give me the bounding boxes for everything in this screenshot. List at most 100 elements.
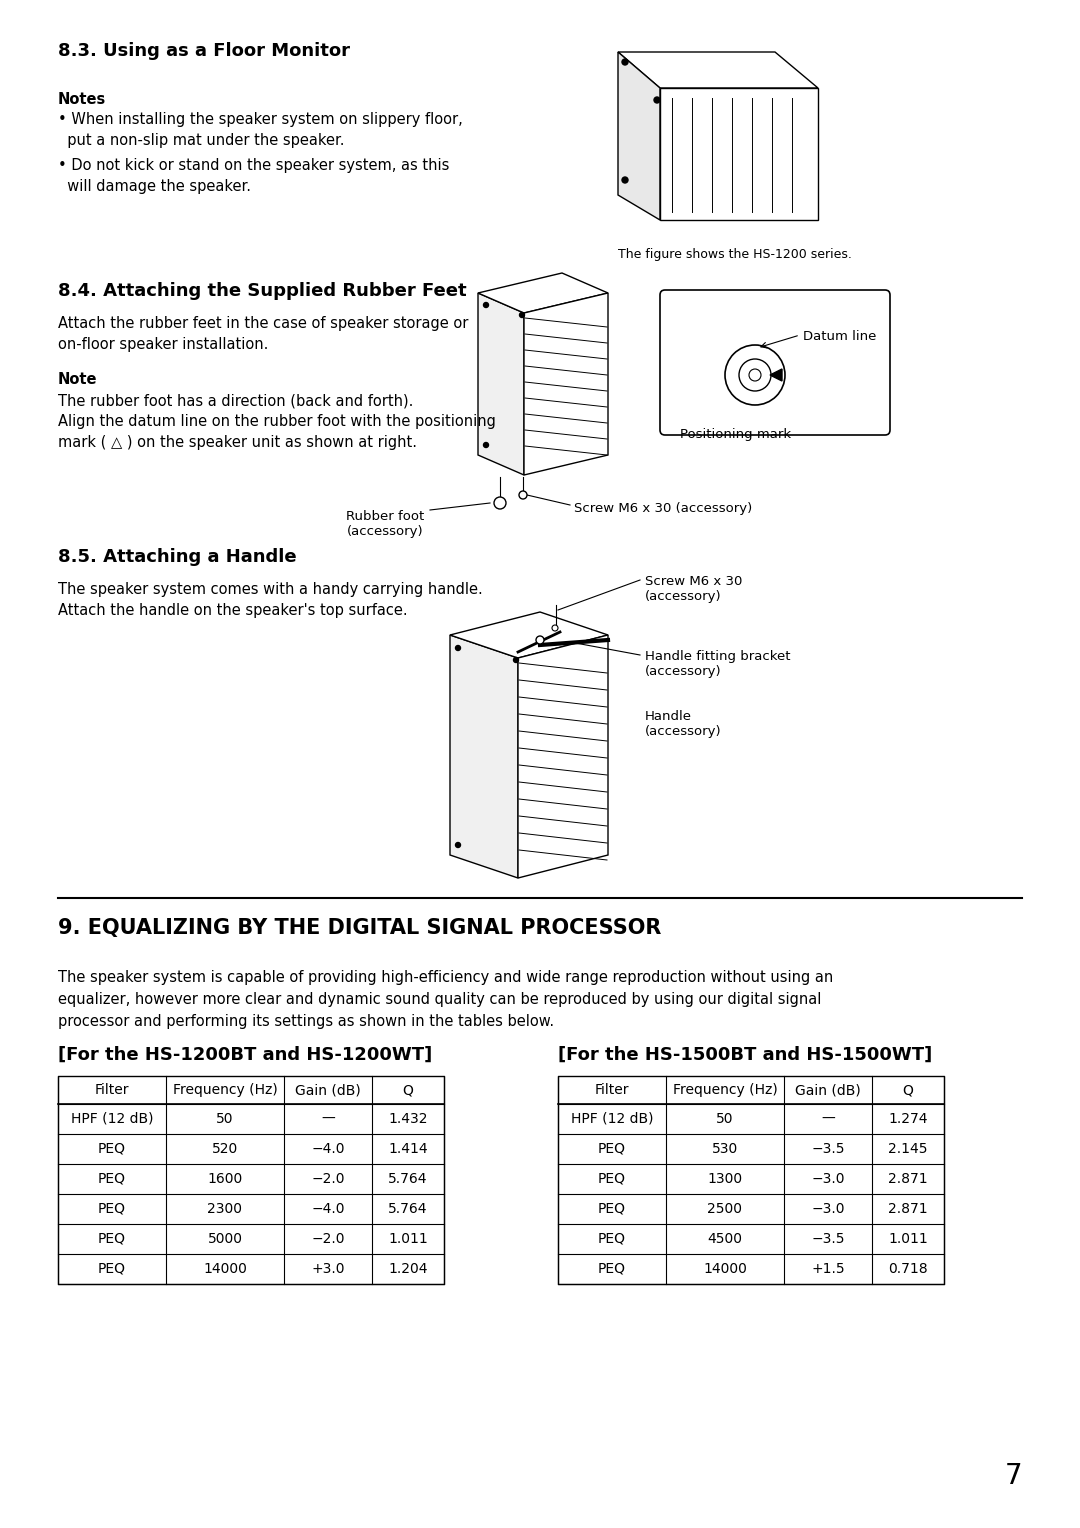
Text: PEQ: PEQ <box>598 1141 626 1157</box>
Bar <box>558 1076 944 1284</box>
Text: —: — <box>821 1112 835 1126</box>
Circle shape <box>750 368 761 380</box>
Circle shape <box>484 303 488 307</box>
Text: Positioning mark: Positioning mark <box>680 428 792 442</box>
Text: —: — <box>321 1112 335 1126</box>
Polygon shape <box>450 613 608 659</box>
Text: 5.764: 5.764 <box>388 1203 428 1216</box>
Polygon shape <box>618 52 818 89</box>
Text: The speaker system comes with a handy carrying handle.
Attach the handle on the : The speaker system comes with a handy ca… <box>58 582 483 617</box>
Text: 9. EQUALIZING BY THE DIGITAL SIGNAL PROCESSOR: 9. EQUALIZING BY THE DIGITAL SIGNAL PROC… <box>58 918 661 938</box>
Text: 5000: 5000 <box>207 1232 243 1245</box>
Circle shape <box>622 60 627 66</box>
Circle shape <box>519 490 527 500</box>
Text: 2500: 2500 <box>707 1203 743 1216</box>
Text: 1.204: 1.204 <box>388 1262 428 1276</box>
Text: 4500: 4500 <box>707 1232 743 1245</box>
Text: 1.011: 1.011 <box>388 1232 428 1245</box>
Circle shape <box>622 177 627 183</box>
Text: 530: 530 <box>712 1141 738 1157</box>
Text: 5.764: 5.764 <box>388 1172 428 1186</box>
Text: −4.0: −4.0 <box>311 1141 345 1157</box>
Text: • Do not kick or stand on the speaker system, as this
  will damage the speaker.: • Do not kick or stand on the speaker sy… <box>58 157 449 194</box>
Text: Attach the rubber feet in the case of speaker storage or
on-floor speaker instal: Attach the rubber feet in the case of sp… <box>58 316 469 351</box>
Text: PEQ: PEQ <box>98 1141 126 1157</box>
FancyBboxPatch shape <box>660 290 890 435</box>
Polygon shape <box>618 52 660 220</box>
Text: PEQ: PEQ <box>98 1232 126 1245</box>
Text: The figure shows the HS-1200 series.: The figure shows the HS-1200 series. <box>618 248 852 261</box>
Text: PEQ: PEQ <box>598 1262 626 1276</box>
Text: Frequency (Hz): Frequency (Hz) <box>673 1083 778 1097</box>
Text: −3.0: −3.0 <box>811 1172 845 1186</box>
Text: 2.145: 2.145 <box>888 1141 928 1157</box>
Text: −3.0: −3.0 <box>811 1203 845 1216</box>
Bar <box>58 1076 444 1284</box>
Text: −2.0: −2.0 <box>311 1172 345 1186</box>
Text: Note: Note <box>58 371 97 387</box>
Text: −3.5: −3.5 <box>811 1141 845 1157</box>
Text: PEQ: PEQ <box>598 1232 626 1245</box>
Text: 1300: 1300 <box>707 1172 743 1186</box>
Text: HPF (12 dB): HPF (12 dB) <box>71 1112 153 1126</box>
Text: 2300: 2300 <box>207 1203 243 1216</box>
Text: Screw M6 x 30 (accessory): Screw M6 x 30 (accessory) <box>573 503 753 515</box>
Text: The rubber foot has a direction (back and forth).
Align the datum line on the ru: The rubber foot has a direction (back an… <box>58 393 496 451</box>
Text: The speaker system is capable of providing high-efficiency and wide range reprod: The speaker system is capable of providi… <box>58 970 834 1030</box>
Text: 1.011: 1.011 <box>888 1232 928 1245</box>
Text: 520: 520 <box>212 1141 238 1157</box>
Text: +3.0: +3.0 <box>311 1262 345 1276</box>
Text: PEQ: PEQ <box>598 1203 626 1216</box>
Text: 8.3. Using as a Floor Monitor: 8.3. Using as a Floor Monitor <box>58 41 350 60</box>
Circle shape <box>739 359 771 391</box>
Text: Filter: Filter <box>95 1083 130 1097</box>
Text: 2.871: 2.871 <box>888 1172 928 1186</box>
Text: PEQ: PEQ <box>98 1203 126 1216</box>
Text: 7: 7 <box>1004 1462 1022 1490</box>
Text: • When installing the speaker system on slippery floor,
  put a non-slip mat und: • When installing the speaker system on … <box>58 112 462 148</box>
Circle shape <box>519 313 525 318</box>
Circle shape <box>513 657 518 663</box>
Text: Frequency (Hz): Frequency (Hz) <box>173 1083 278 1097</box>
Text: 1.432: 1.432 <box>388 1112 428 1126</box>
Polygon shape <box>524 293 608 475</box>
Text: Gain (dB): Gain (dB) <box>795 1083 861 1097</box>
Text: Notes: Notes <box>58 92 106 107</box>
Text: 1.274: 1.274 <box>888 1112 928 1126</box>
Circle shape <box>456 842 460 848</box>
Text: 8.5. Attaching a Handle: 8.5. Attaching a Handle <box>58 549 297 565</box>
Text: PEQ: PEQ <box>98 1262 126 1276</box>
Text: Handle
(accessory): Handle (accessory) <box>645 711 721 738</box>
Text: Filter: Filter <box>595 1083 630 1097</box>
Circle shape <box>552 625 558 631</box>
Text: 8.4. Attaching the Supplied Rubber Feet: 8.4. Attaching the Supplied Rubber Feet <box>58 283 467 299</box>
Circle shape <box>536 636 544 643</box>
Text: Datum line: Datum line <box>804 330 876 342</box>
Circle shape <box>456 645 460 651</box>
Text: 2.871: 2.871 <box>888 1203 928 1216</box>
Text: 14000: 14000 <box>203 1262 247 1276</box>
Text: PEQ: PEQ <box>98 1172 126 1186</box>
Text: 14000: 14000 <box>703 1262 747 1276</box>
Text: +1.5: +1.5 <box>811 1262 845 1276</box>
Text: Rubber foot
(accessory): Rubber foot (accessory) <box>346 510 424 538</box>
Polygon shape <box>450 636 518 879</box>
Polygon shape <box>518 636 608 879</box>
Text: −4.0: −4.0 <box>311 1203 345 1216</box>
Circle shape <box>494 497 507 509</box>
Text: [For the HS-1200BT and HS-1200WT]: [For the HS-1200BT and HS-1200WT] <box>58 1047 432 1063</box>
Text: −3.5: −3.5 <box>811 1232 845 1245</box>
Text: 1600: 1600 <box>207 1172 243 1186</box>
Text: Gain (dB): Gain (dB) <box>295 1083 361 1097</box>
Text: 1.414: 1.414 <box>388 1141 428 1157</box>
Circle shape <box>484 443 488 448</box>
Text: 50: 50 <box>716 1112 733 1126</box>
Polygon shape <box>478 293 524 475</box>
Circle shape <box>725 345 785 405</box>
Text: Q: Q <box>903 1083 914 1097</box>
Polygon shape <box>770 368 782 380</box>
Text: Screw M6 x 30
(accessory): Screw M6 x 30 (accessory) <box>645 575 742 604</box>
Text: 50: 50 <box>216 1112 233 1126</box>
Text: 0.718: 0.718 <box>888 1262 928 1276</box>
Text: [For the HS-1500BT and HS-1500WT]: [For the HS-1500BT and HS-1500WT] <box>558 1047 932 1063</box>
